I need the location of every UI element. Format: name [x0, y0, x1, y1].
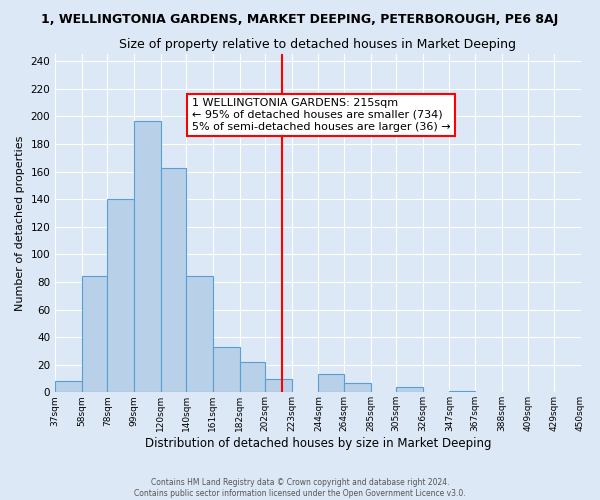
Title: Size of property relative to detached houses in Market Deeping: Size of property relative to detached ho… — [119, 38, 517, 51]
Bar — [449, 391, 475, 392]
Bar — [319, 374, 344, 392]
Bar — [213, 347, 239, 393]
Bar — [265, 378, 292, 392]
Bar — [82, 276, 107, 392]
X-axis label: Distribution of detached houses by size in Market Deeping: Distribution of detached houses by size … — [145, 437, 491, 450]
Bar — [134, 120, 161, 392]
Bar — [396, 387, 423, 392]
Bar — [107, 199, 134, 392]
Y-axis label: Number of detached properties: Number of detached properties — [15, 136, 25, 311]
Bar — [581, 391, 600, 392]
Bar — [344, 382, 371, 392]
Bar — [186, 276, 213, 392]
Bar — [239, 362, 265, 392]
Bar — [161, 168, 186, 392]
Text: Contains HM Land Registry data © Crown copyright and database right 2024.
Contai: Contains HM Land Registry data © Crown c… — [134, 478, 466, 498]
Text: 1 WELLINGTONIA GARDENS: 215sqm
← 95% of detached houses are smaller (734)
5% of : 1 WELLINGTONIA GARDENS: 215sqm ← 95% of … — [192, 98, 451, 132]
Bar — [55, 382, 82, 392]
Text: 1, WELLINGTONIA GARDENS, MARKET DEEPING, PETERBOROUGH, PE6 8AJ: 1, WELLINGTONIA GARDENS, MARKET DEEPING,… — [41, 12, 559, 26]
